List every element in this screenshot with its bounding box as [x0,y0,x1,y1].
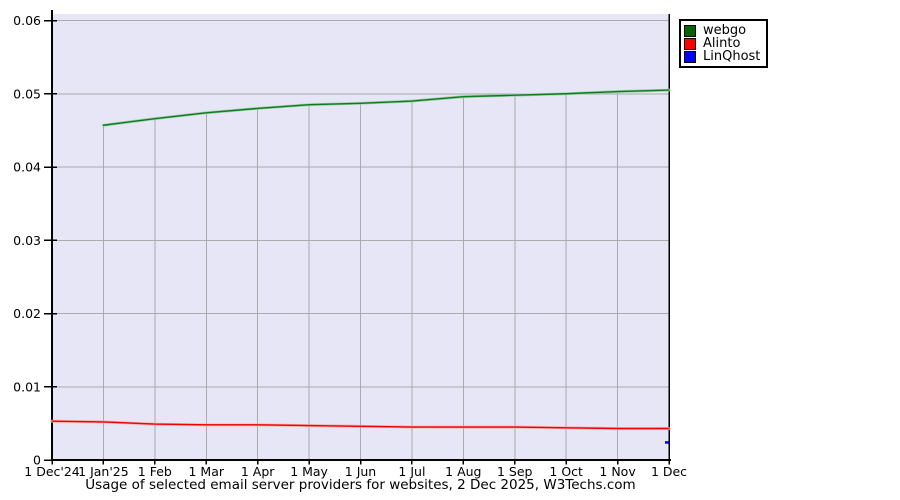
y-tick-label: 0 [33,453,41,468]
legend-label-webgo: webgo [703,23,747,38]
x-tick-label: 1 Mar [188,464,224,479]
y-tick-label: 0.01 [13,379,41,394]
x-tick-label: 1 Oct [549,464,583,479]
x-tick-label: 1 Sep [497,464,533,479]
y-tick-label: 0.04 [13,160,41,175]
x-tick-label: 1 Jun [345,464,376,479]
legend-box: webgo Alinto LinQhost [679,19,769,68]
x-tick-label: 1 Aug [445,464,481,479]
y-tick-label: 0.03 [13,233,41,248]
series-line-webgo [102,89,670,126]
legend-item-webgo: webgo [684,24,760,37]
series-line-alinto [51,420,670,430]
x-tick-label: 1 Apr [241,464,275,479]
legend-swatch-alinto [684,37,696,50]
x-tick-label: 1 Nov [599,464,636,479]
legend-swatch-linqhost [684,50,696,63]
legend-label-linqhost: LinQhost [703,49,761,64]
x-tick-label: 1 Feb [138,464,172,479]
legend-item-alinto: Alinto [684,37,760,50]
x-tick-label: 1 Jul [398,464,425,479]
legend-swatch-webgo [684,24,696,37]
chart-title: Usage of selected email server providers… [85,477,636,493]
y-tick-label: 0.02 [13,306,41,321]
x-tick-label: 1 Jan'25 [78,464,129,479]
legend-label-alinto: Alinto [703,36,741,51]
y-tick-label: 0.06 [13,13,41,28]
x-tick-label: 1 May [290,464,328,479]
x-tick-label: 1 Dec'24 [24,464,80,479]
x-tick-label: 1 Dec [651,464,687,479]
legend-item-linqhost: LinQhost [684,50,760,63]
y-tick-label: 0.05 [13,86,41,101]
